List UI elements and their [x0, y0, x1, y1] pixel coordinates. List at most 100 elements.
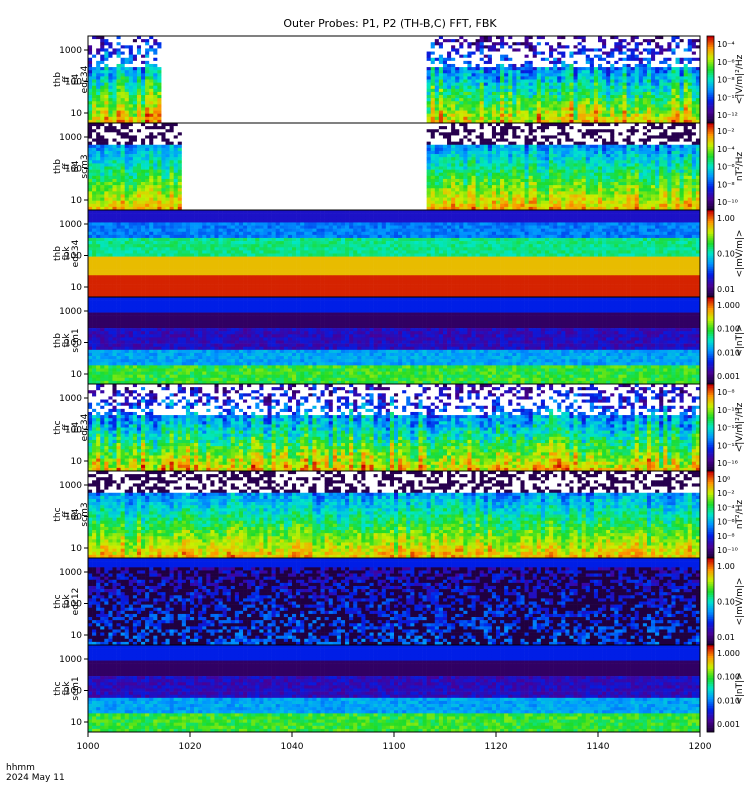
- heatmap-cell: [227, 73, 231, 76]
- heatmap-cell: [96, 52, 100, 55]
- heatmap-cell: [410, 67, 414, 70]
- heatmap-cell: [447, 117, 451, 120]
- heatmap-cell: [304, 117, 308, 120]
- heatmap-cell: [492, 107, 496, 110]
- heatmap-cell: [92, 61, 96, 64]
- heatmap-cell: [92, 39, 96, 42]
- heatmap-cell: [206, 83, 210, 86]
- heatmap-cell: [210, 111, 214, 114]
- heatmap-cell: [541, 67, 545, 70]
- heatmap-cell: [263, 92, 267, 95]
- heatmap-cell: [476, 92, 480, 95]
- heatmap-cell: [276, 70, 280, 73]
- heatmap-cell: [349, 39, 353, 42]
- heatmap-cell: [529, 76, 533, 79]
- heatmap-cell: [300, 64, 304, 67]
- heatmap-cell: [500, 98, 504, 101]
- heatmap-cell: [100, 114, 104, 117]
- heatmap-cell: [263, 67, 267, 70]
- heatmap-cell: [300, 86, 304, 89]
- heatmap-cell: [398, 114, 402, 117]
- heatmap-cell: [321, 98, 325, 101]
- heatmap-cell: [300, 104, 304, 107]
- heatmap-cell: [508, 86, 512, 89]
- heatmap-cell: [304, 114, 308, 117]
- heatmap-cell: [161, 70, 165, 73]
- heatmap-cell: [308, 36, 312, 39]
- heatmap-cell: [516, 117, 520, 120]
- heatmap-cell: [418, 73, 422, 76]
- heatmap-cell: [108, 52, 112, 55]
- heatmap-cell: [272, 36, 276, 39]
- heatmap-cell: [125, 61, 129, 64]
- heatmap-cell: [308, 76, 312, 79]
- heatmap-cell: [525, 98, 529, 101]
- heatmap-cell: [263, 111, 267, 114]
- heatmap-cell: [443, 86, 447, 89]
- heatmap-cell: [170, 104, 174, 107]
- heatmap-cell: [406, 52, 410, 55]
- heatmap-cell: [206, 39, 210, 42]
- heatmap-cell: [378, 42, 382, 45]
- heatmap-cell: [431, 36, 435, 39]
- heatmap-cell: [529, 95, 533, 98]
- heatmap-cell: [133, 101, 137, 104]
- heatmap-cell: [100, 67, 104, 70]
- heatmap-cell: [386, 58, 390, 61]
- heatmap-cell: [390, 98, 394, 101]
- heatmap-cell: [227, 98, 231, 101]
- heatmap-cell: [520, 73, 524, 76]
- heatmap-cell: [402, 117, 406, 120]
- heatmap-cell: [100, 107, 104, 110]
- heatmap-cell: [235, 45, 239, 48]
- heatmap-cell: [133, 36, 137, 39]
- heatmap-cell: [525, 55, 529, 58]
- heatmap-cell: [459, 80, 463, 83]
- heatmap-cell: [516, 36, 520, 39]
- heatmap-cell: [492, 42, 496, 45]
- heatmap-cell: [174, 80, 178, 83]
- heatmap-cell: [247, 61, 251, 64]
- heatmap-cell: [219, 101, 223, 104]
- heatmap-cell: [365, 55, 369, 58]
- heatmap-cell: [276, 107, 280, 110]
- heatmap-cell: [374, 52, 378, 55]
- heatmap-cell: [447, 39, 451, 42]
- heatmap-cell: [398, 89, 402, 92]
- heatmap-cell: [251, 92, 255, 95]
- heatmap-cell: [549, 98, 553, 101]
- heatmap-cell: [520, 117, 524, 120]
- heatmap-cell: [149, 39, 153, 42]
- heatmap-cell: [447, 95, 451, 98]
- heatmap-cell: [259, 67, 263, 70]
- heatmap-cell: [557, 61, 561, 64]
- heatmap-cell: [296, 101, 300, 104]
- heatmap-cell: [378, 73, 382, 76]
- heatmap-cell: [349, 83, 353, 86]
- heatmap-cell: [504, 104, 508, 107]
- heatmap-cell: [321, 86, 325, 89]
- heatmap-cell: [280, 48, 284, 51]
- heatmap-cell: [108, 39, 112, 42]
- heatmap-cell: [255, 36, 259, 39]
- heatmap-cell: [235, 70, 239, 73]
- heatmap-cell: [545, 89, 549, 92]
- heatmap-cell: [378, 83, 382, 86]
- heatmap-cell: [435, 89, 439, 92]
- heatmap-cell: [251, 70, 255, 73]
- heatmap-cell: [480, 73, 484, 76]
- heatmap-cell: [365, 76, 369, 79]
- heatmap-cell: [300, 42, 304, 45]
- heatmap-cell: [545, 104, 549, 107]
- heatmap-cell: [214, 107, 218, 110]
- heatmap-cell: [398, 73, 402, 76]
- heatmap-cell: [459, 39, 463, 42]
- heatmap-cell: [316, 95, 320, 98]
- heatmap-cell: [239, 61, 243, 64]
- heatmap-cell: [361, 73, 365, 76]
- heatmap-cell: [198, 55, 202, 58]
- heatmap-cell: [141, 48, 145, 51]
- heatmap-cell: [370, 39, 374, 42]
- heatmap-cell: [170, 117, 174, 120]
- heatmap-cell: [186, 95, 190, 98]
